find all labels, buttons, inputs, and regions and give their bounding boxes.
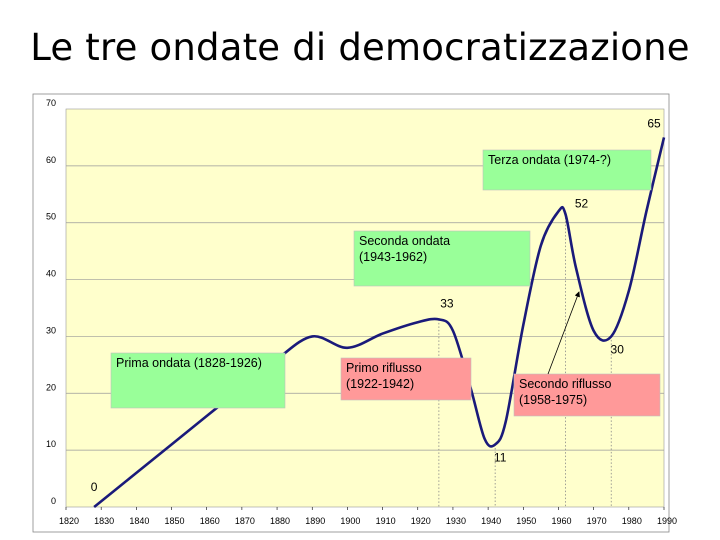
data-label: 33 [440,296,454,310]
y-tick-label: 50 [46,212,56,222]
x-tick-label: 1960 [551,516,571,526]
annotation-text-primo-riflusso: (1922-1942) [346,377,414,391]
x-tick-label: 1920 [411,516,431,526]
y-tick-label: 30 [46,325,56,335]
x-tick-label: 1990 [657,516,677,526]
x-tick-label: 1820 [59,516,79,526]
annotation-text-seconda: (1943-1962) [359,250,427,264]
y-tick-label: 40 [46,269,56,279]
y-tick-label: 60 [46,155,56,165]
x-tick-label: 1980 [622,516,642,526]
annotation-box-terza [482,149,652,191]
annotation-box-primo-riflusso [340,357,472,401]
data-label: 65 [647,116,661,130]
y-tick-label: 70 [46,98,56,108]
y-tick-label: 10 [46,439,56,449]
x-tick-label: 1950 [516,516,536,526]
x-tick-label: 1870 [235,516,255,526]
annotation-text-prima: Prima ondata (1828-1926) [116,356,262,370]
annotation-text-seconda: Seconda ondata [359,234,450,248]
x-tick-label: 1930 [446,516,466,526]
x-tick-label: 1890 [305,516,325,526]
data-label: 52 [575,196,589,210]
x-tick-label: 1900 [340,516,360,526]
y-tick-label: 20 [46,382,56,392]
annotation-box-secondo-riflusso [513,373,661,417]
annotation-box-prima [110,352,286,409]
annotation-text-terza: Terza ondata (1974-?) [488,153,611,167]
annotation-text-secondo-riflusso: Secondo riflusso [519,377,611,391]
annotation-arrow [547,291,580,375]
page-title: Le tre ondate di democratizzazione [30,26,690,69]
data-label: 30 [611,342,625,356]
x-tick-label: 1940 [481,516,501,526]
x-tick-label: 1830 [94,516,114,526]
y-tick-label: 0 [51,496,56,506]
x-tick-label: 1880 [270,516,290,526]
x-tick-label: 1840 [129,516,149,526]
x-tick-label: 1910 [376,516,396,526]
x-tick-label: 1860 [200,516,220,526]
annotation-text-primo-riflusso: Primo riflusso [346,361,422,375]
annotation-text-secondo-riflusso: (1958-1975) [519,393,587,407]
x-tick-label: 1850 [165,516,185,526]
x-tick-label: 1970 [587,516,607,526]
data-label: 11 [494,450,507,464]
annotation-box-seconda [353,230,531,287]
data-label: 0 [91,480,98,494]
